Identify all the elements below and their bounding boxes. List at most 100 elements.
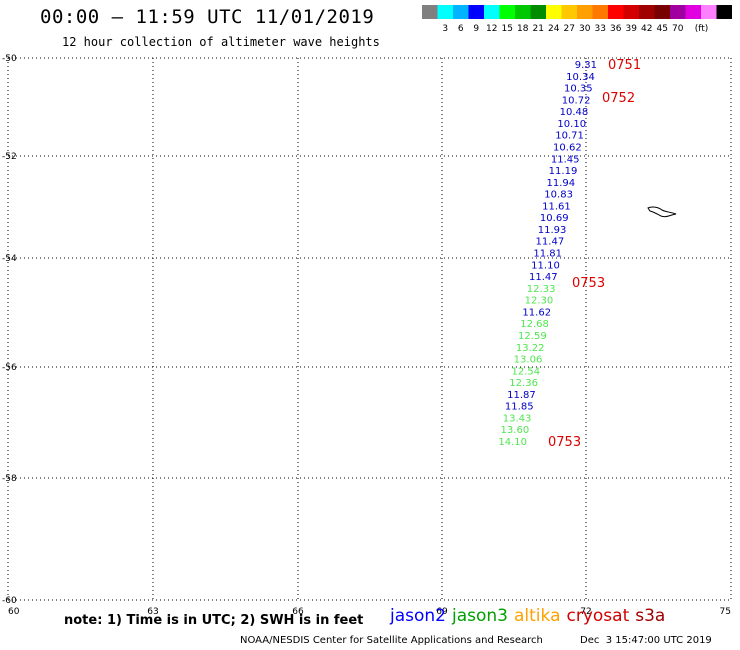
footer-note: note: 1) Time is in UTC; 2) SWH is in fe… xyxy=(64,613,364,628)
wave-height-value: 12.33 xyxy=(527,284,556,295)
wave-height-value: 11.47 xyxy=(529,272,558,283)
wave-height-value: 10.34 xyxy=(566,72,595,83)
wave-height-value: 12.36 xyxy=(509,378,538,389)
wave-height-value: 12.68 xyxy=(520,319,549,330)
wave-height-value: 10.83 xyxy=(544,190,573,201)
satellite-label-altika: altika xyxy=(514,606,561,626)
lat-tick-label: -52 xyxy=(2,152,17,162)
lat-tick-label: -56 xyxy=(2,363,17,373)
wave-height-value: 12.30 xyxy=(525,296,554,307)
wave-height-value: 10.69 xyxy=(540,213,569,224)
wave-height-value: 11.10 xyxy=(531,260,560,271)
legend-label: 9 xyxy=(473,24,479,34)
wave-height-value: 10.62 xyxy=(553,142,582,153)
lon-tick-label: 60 xyxy=(8,607,20,617)
wave-height-value: 14.10 xyxy=(498,437,527,448)
legend-label: 33 xyxy=(595,24,606,34)
lat-tick-label: -60 xyxy=(2,596,17,606)
legend-swatch xyxy=(716,5,732,19)
legend-label: 12 xyxy=(486,24,497,34)
pass-time-label: 0751 xyxy=(608,58,641,73)
wave-height-value: 10.10 xyxy=(557,119,586,130)
wave-height-value: 11.45 xyxy=(551,154,580,165)
legend-label: 70 xyxy=(672,24,684,34)
satellite-label-s3a: s3a xyxy=(635,606,666,626)
wave-height-value: 13.06 xyxy=(514,355,543,366)
lon-tick-label: 69 xyxy=(436,607,448,617)
legend-label: 6 xyxy=(458,24,464,34)
legend-swatch xyxy=(515,5,531,19)
map-subtitle: 12 hour collection of altimeter wave hei… xyxy=(62,35,380,49)
legend-swatch xyxy=(701,5,717,19)
legend-swatch xyxy=(453,5,469,19)
satellite-label-jason2: jason2 xyxy=(390,606,446,626)
wave-height-value: 11.93 xyxy=(538,225,567,236)
legend-swatch xyxy=(685,5,701,19)
lon-tick-label: 75 xyxy=(720,607,731,617)
legend-swatch xyxy=(608,5,624,19)
wave-height-value: 10.35 xyxy=(564,84,593,95)
satellite-label-jason3: jason3 xyxy=(452,606,508,626)
legend-label: 27 xyxy=(564,24,575,34)
legend-swatch xyxy=(639,5,655,19)
color-scale-legend: 3 6 9 12 15 18 21 24 27 30 33 36 39 42 45 70 (ft) xyxy=(422,5,732,34)
legend-swatch xyxy=(670,5,686,19)
wave-height-value: 11.81 xyxy=(533,249,562,260)
wave-height-value: 9.31 xyxy=(575,60,597,71)
legend-label: 36 xyxy=(610,24,622,34)
wave-height-value: 13.22 xyxy=(516,343,545,354)
generated-timestamp: Dec 3 15:47:00 UTC 2019 xyxy=(580,635,712,646)
legend-swatch xyxy=(422,5,438,19)
legend-swatch xyxy=(468,5,484,19)
legend-swatch xyxy=(577,5,593,19)
wave-height-value: 11.47 xyxy=(536,237,565,248)
legend-swatch xyxy=(654,5,670,19)
pass-time-label: 0753 xyxy=(572,276,605,291)
pass-time-labels: 0751 0752 0753 0753 xyxy=(548,58,641,450)
wave-height-value: 10.72 xyxy=(562,95,591,106)
wave-height-value: 11.85 xyxy=(505,402,534,413)
legend-label: 3 xyxy=(442,24,448,34)
lon-tick-label: 63 xyxy=(147,607,158,617)
legend-label: 39 xyxy=(626,24,638,34)
legend-swatch xyxy=(546,5,562,19)
legend-label: 21 xyxy=(533,24,544,34)
credit-text: NOAA/NESDIS Center for Satellite Applica… xyxy=(240,635,543,646)
legend-swatch xyxy=(530,5,546,19)
legend-swatch xyxy=(592,5,608,19)
legend-label: 30 xyxy=(579,24,591,34)
wave-height-value: 12.54 xyxy=(511,366,540,377)
legend-swatch xyxy=(437,5,453,19)
wave-height-value: 11.94 xyxy=(546,178,575,189)
legend-label: 45 xyxy=(657,24,668,34)
wave-height-value: 11.87 xyxy=(507,390,536,401)
wave-height-value: 10.71 xyxy=(555,131,584,142)
lat-tick-label: -50 xyxy=(2,54,17,64)
satellite-legend: jason2 jason3 altika cryosat s3a xyxy=(390,606,671,626)
pass-time-label: 0753 xyxy=(548,435,581,450)
legend-swatch xyxy=(499,5,515,19)
coastline-island xyxy=(647,206,677,218)
legend-label: 15 xyxy=(502,24,513,34)
legend-label: 24 xyxy=(548,24,560,34)
map-title: 00:00 – 11:59 UTC 11/01/2019 xyxy=(40,6,375,28)
legend-swatch xyxy=(623,5,639,19)
lon-tick-label: 66 xyxy=(292,607,304,617)
lat-tick-label: -58 xyxy=(2,474,17,484)
axis-ticks: 60 63 66 69 72 75 -50 -52 -54 -56 -58 -60 xyxy=(2,54,731,617)
wave-height-value: 12.59 xyxy=(518,331,547,342)
wave-height-value: 13.43 xyxy=(503,413,532,424)
wave-height-value: 13.60 xyxy=(501,425,530,436)
wave-height-value: 11.62 xyxy=(522,307,551,318)
legend-label: 18 xyxy=(517,24,529,34)
lat-lon-grid xyxy=(7,57,732,601)
legend-unit: (ft) xyxy=(695,24,709,34)
satellite-label-cryosat: cryosat xyxy=(566,606,630,626)
legend-label: 42 xyxy=(641,24,652,34)
legend-swatch xyxy=(484,5,500,19)
legend-swatch xyxy=(561,5,577,19)
lat-tick-label: -54 xyxy=(2,254,17,264)
wave-height-value: 11.61 xyxy=(542,201,571,212)
wave-height-readings: 9.3110.3410.3510.7210.4810.1010.7110.621… xyxy=(498,60,597,448)
